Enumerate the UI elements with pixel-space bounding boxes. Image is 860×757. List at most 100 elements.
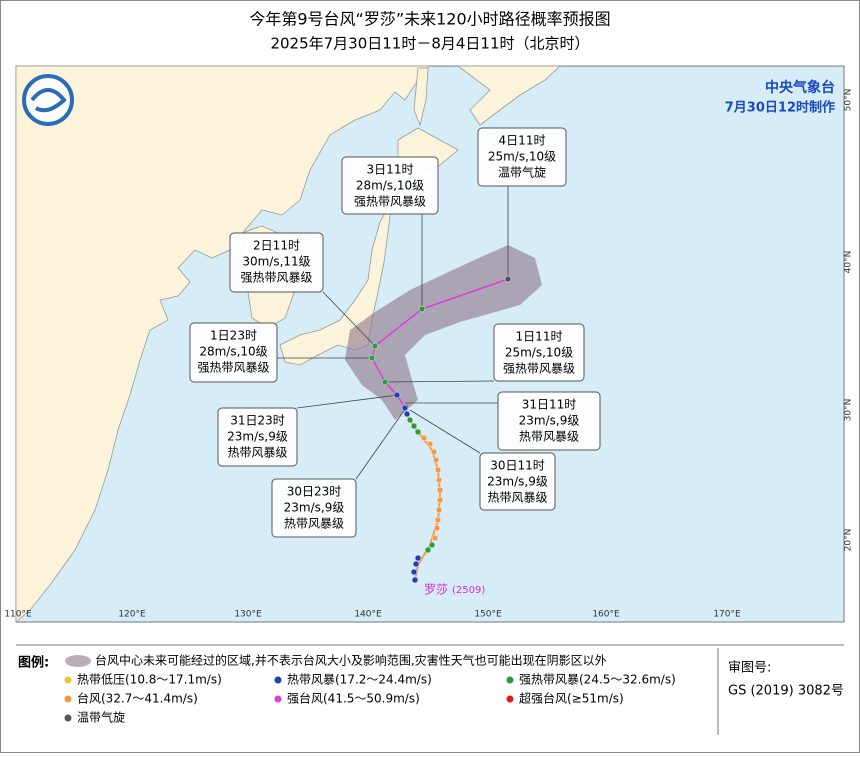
- approval-number: GS (2019) 3082号: [728, 684, 844, 699]
- made-time: 7月30日12时制作: [725, 100, 835, 116]
- track-point: [504, 275, 512, 283]
- leader-line: [355, 404, 409, 480]
- track-point: [393, 391, 401, 399]
- leader-line: [409, 409, 481, 454]
- lon-label: 140°E: [354, 610, 382, 620]
- legend-dot: [64, 676, 72, 684]
- lat-label: 20°N: [844, 529, 854, 552]
- track-point: [410, 422, 418, 430]
- legend-label: 超强台风(≥51m/s): [519, 691, 624, 706]
- logo: [22, 74, 74, 126]
- callout-level: 热带风暴级: [227, 446, 287, 460]
- legend-label: 温带气旋: [77, 710, 125, 725]
- callout-time: 31日23时: [230, 414, 285, 428]
- callout-wind: 25m/s,10级: [488, 150, 556, 164]
- track-point: [420, 434, 428, 442]
- track-point: [434, 516, 442, 524]
- callout-wind: 28m/s,10级: [356, 179, 424, 193]
- legend-label: 强台风(41.5～50.9m/s): [287, 691, 420, 706]
- callout-wind: 30m/s,11级: [242, 255, 310, 269]
- storm-name: 罗莎: [424, 583, 448, 597]
- callout-box: [479, 452, 556, 511]
- track-point: [433, 524, 441, 532]
- track-point: [435, 506, 443, 514]
- track-point: [412, 560, 420, 568]
- lon-label: 150°E: [474, 610, 502, 620]
- legend-cone-icon: [65, 655, 91, 667]
- lon-label: 120°E: [118, 610, 146, 620]
- title: 今年第9号台风“罗莎”未来120小时路径概率预报图: [249, 10, 610, 29]
- track-point: [418, 305, 426, 313]
- track-point: [430, 448, 438, 456]
- track-point: [431, 534, 439, 542]
- callout-box: [189, 322, 278, 383]
- lon-label: 160°E: [592, 610, 620, 620]
- callout-time: 1日11时: [516, 330, 563, 344]
- lon-label: 170°E: [713, 610, 741, 620]
- track-point: [435, 476, 443, 484]
- callout-box: [217, 407, 298, 467]
- callout-time: 1日23时: [210, 329, 257, 343]
- callout-time: 2日11时: [253, 239, 300, 253]
- lat-label: 50°N: [844, 89, 854, 112]
- agency: 中央气象台: [765, 79, 835, 96]
- legend-cone: 台风中心未来可能经过的区域,并不表示台风大小及影响范围,灾害性天气也可能出现在阴…: [95, 653, 607, 668]
- lon-label: 110°E: [4, 610, 32, 620]
- track-point: [436, 486, 444, 494]
- track-point: [414, 428, 422, 436]
- legend-dot: [274, 695, 282, 703]
- lat-label: 30°N: [844, 399, 854, 422]
- callout-time: 30日11时: [490, 459, 545, 473]
- track-point: [414, 554, 422, 562]
- legend-dot: [506, 676, 514, 684]
- callout-level: 热带风暴级: [487, 491, 547, 505]
- callout-box: [229, 232, 324, 293]
- approval-label: 审图号:: [728, 661, 771, 676]
- track-point: [401, 404, 409, 412]
- callout-level: 温带气旋: [498, 165, 546, 180]
- storm-id: (2509): [452, 585, 485, 596]
- callout-wind: 23m/s,9级: [487, 475, 548, 489]
- callout-box: [271, 478, 357, 538]
- callout-wind: 23m/s,9级: [227, 430, 288, 444]
- callout-time: 4日11时: [499, 134, 546, 148]
- probability-cone: [345, 245, 542, 420]
- subtitle: 2025年7月30日11时－8月4日11时（北京时）: [270, 35, 589, 53]
- track-point: [428, 541, 436, 549]
- callout-wind: 28m/s,10级: [199, 345, 267, 359]
- legend-heading: 图例:: [18, 655, 49, 671]
- track-point: [371, 342, 379, 350]
- track-point: [381, 378, 389, 386]
- callout-level: 强热带风暴级: [503, 362, 575, 376]
- logo-mark: [30, 88, 67, 113]
- legend-dot: [506, 695, 514, 703]
- track-point: [411, 576, 419, 584]
- callout-box: [477, 127, 567, 187]
- legend-label: 台风(32.7～41.4m/s): [77, 691, 198, 706]
- callout-time: 3日11时: [367, 163, 414, 177]
- track-point: [436, 496, 444, 504]
- callout-level: 强热带风暴级: [197, 361, 269, 375]
- track-point: [410, 568, 418, 576]
- lat-label: 40°N: [844, 251, 854, 274]
- callout-box: [341, 156, 439, 215]
- track-point: [432, 456, 440, 464]
- leader-line: [296, 394, 399, 409]
- callout-time: 31日11时: [522, 398, 577, 412]
- legend-dot: [64, 714, 72, 722]
- track-point: [368, 354, 376, 362]
- callout-time: 30日23时: [287, 485, 342, 499]
- leader-line: [384, 380, 495, 383]
- mainland: [15, 65, 431, 623]
- legend-dot: [64, 695, 72, 703]
- legend-label: 强热带风暴(24.5～32.6m/s): [519, 673, 676, 687]
- sakhalin: [413, 67, 429, 127]
- leader-line: [322, 291, 376, 347]
- track-point: [434, 466, 442, 474]
- callout-box: [493, 323, 585, 382]
- callout-level: 强热带风暴级: [240, 271, 312, 285]
- callout-level: 热带风暴级: [284, 517, 344, 531]
- callout-box: [497, 391, 601, 451]
- track-point: [406, 416, 414, 424]
